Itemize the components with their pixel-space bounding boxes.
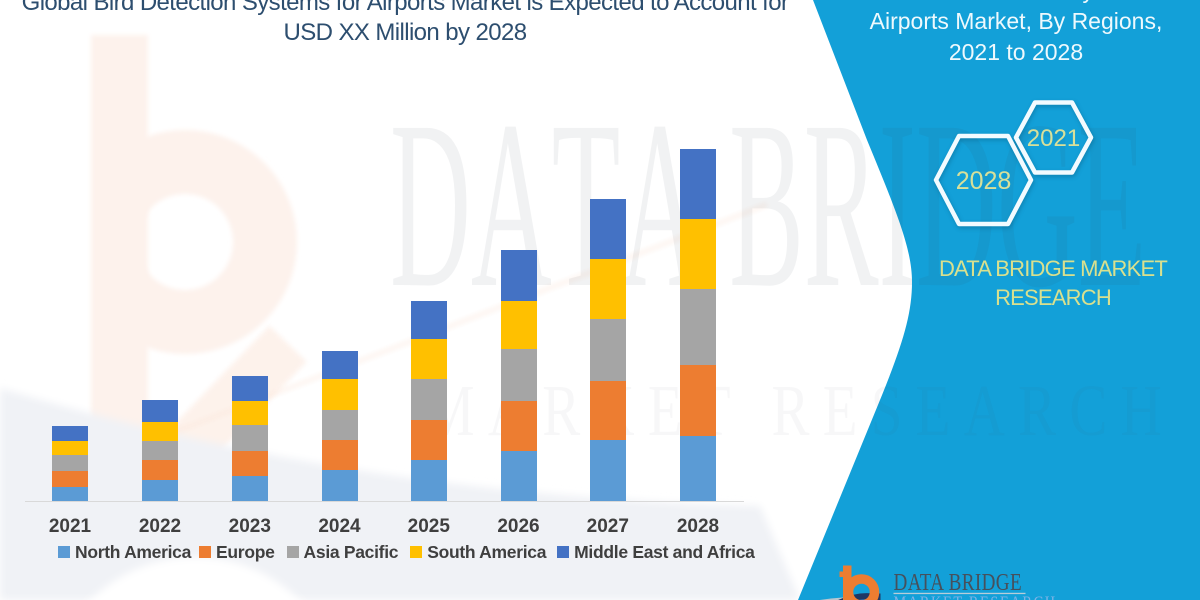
svg-text:MARKET RESEARCH: MARKET RESEARCH bbox=[894, 593, 1057, 600]
svg-text:2028: 2028 bbox=[956, 167, 1012, 195]
svg-text:2021: 2021 bbox=[1027, 125, 1080, 152]
svg-text:DATA BRIDGE: DATA BRIDGE bbox=[894, 568, 1023, 596]
